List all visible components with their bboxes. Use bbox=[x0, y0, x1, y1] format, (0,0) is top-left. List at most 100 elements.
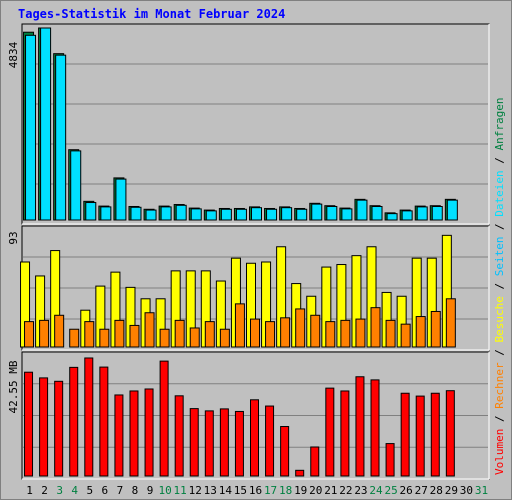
x-tick-label: 18 bbox=[279, 484, 292, 497]
dateien-bar bbox=[190, 208, 202, 221]
volumen-bar bbox=[355, 376, 365, 477]
rechner-bar bbox=[430, 310, 441, 348]
legend-entry: / bbox=[493, 283, 506, 296]
volumen-bar bbox=[114, 394, 124, 477]
x-tick-label: 11 bbox=[174, 484, 187, 497]
volumen-bar bbox=[159, 360, 169, 477]
volumen-bar bbox=[430, 392, 440, 477]
y-axis-max-label: 93 bbox=[7, 231, 20, 244]
dateien-bar bbox=[281, 207, 293, 221]
x-tick-label: 15 bbox=[234, 484, 247, 497]
rechner-bar bbox=[54, 314, 65, 348]
legend-entry: Volumen bbox=[493, 429, 506, 475]
dateien-bar bbox=[55, 54, 67, 221]
rechner-bar bbox=[69, 328, 80, 348]
rechner-bar bbox=[445, 298, 456, 348]
dateien-bar bbox=[25, 34, 37, 221]
dateien-bar bbox=[175, 204, 187, 221]
x-tick-label: 31 bbox=[475, 484, 488, 497]
x-tick-label: 9 bbox=[147, 484, 154, 497]
dateien-bar bbox=[115, 178, 127, 221]
rechner-bar bbox=[355, 318, 366, 348]
rechner-bar bbox=[385, 319, 396, 348]
dateien-bar bbox=[100, 206, 112, 221]
page-title: Tages-Statistik im Monat Februar 2024 bbox=[18, 7, 286, 21]
x-tick-label: 27 bbox=[415, 484, 428, 497]
x-tick-label: 13 bbox=[204, 484, 217, 497]
volumen-bar bbox=[219, 408, 229, 477]
x-tick-label: 24 bbox=[369, 484, 383, 497]
dateien-bar bbox=[130, 206, 142, 221]
dateien-bar bbox=[266, 208, 278, 221]
x-tick-label: 29 bbox=[445, 484, 458, 497]
x-tick-label: 5 bbox=[86, 484, 93, 497]
volumen-bar bbox=[385, 443, 395, 477]
rechner-bar bbox=[129, 324, 140, 348]
volumen-bar bbox=[325, 387, 335, 477]
dateien-bar bbox=[160, 206, 172, 221]
x-tick-label: 3 bbox=[56, 484, 63, 497]
rechner-bar bbox=[415, 316, 426, 348]
volumen-bar bbox=[250, 399, 259, 477]
rechner-bar bbox=[325, 321, 336, 348]
x-tick-label: 10 bbox=[158, 484, 171, 497]
rechner-bar bbox=[340, 319, 351, 348]
dateien-bar bbox=[145, 209, 157, 221]
dateien-bar bbox=[431, 205, 443, 221]
x-tick-label: 20 bbox=[309, 484, 322, 497]
x-tick-label: 30 bbox=[460, 484, 473, 497]
volumen-bar bbox=[204, 410, 214, 477]
x-tick-label: 6 bbox=[102, 484, 109, 497]
legend-entry: Rechner bbox=[493, 362, 506, 415]
volumen-bar bbox=[295, 469, 305, 477]
volumen-bar bbox=[265, 405, 275, 477]
legend-entry: Dateien bbox=[493, 170, 506, 223]
legend-entry: Anfragen bbox=[493, 97, 506, 157]
x-tick-label: 14 bbox=[219, 484, 233, 497]
x-tick-label: 16 bbox=[249, 484, 262, 497]
rechner-bar bbox=[234, 303, 245, 348]
rechner-bar bbox=[159, 328, 170, 348]
rechner-bar bbox=[370, 307, 381, 348]
volumen-bar bbox=[445, 390, 455, 477]
rechner-bar bbox=[84, 321, 95, 348]
x-tick-label: 17 bbox=[264, 484, 277, 497]
x-tick-label: 7 bbox=[117, 484, 124, 497]
x-tick-label: 28 bbox=[430, 484, 443, 497]
dateien-bar bbox=[446, 199, 458, 221]
rechner-bar bbox=[99, 328, 110, 348]
dateien-bar bbox=[296, 208, 308, 221]
rechner-bar bbox=[174, 319, 185, 348]
legend-entry: Seiten bbox=[493, 237, 506, 283]
volumen-bar bbox=[69, 366, 79, 477]
volumen-bar bbox=[144, 388, 154, 477]
rechner-bar bbox=[189, 327, 200, 348]
y-axis-max-label: 42.55 MB bbox=[7, 360, 20, 413]
dateien-bar bbox=[386, 213, 398, 221]
legend-entry: / bbox=[493, 157, 506, 170]
volumen-bar bbox=[189, 408, 199, 477]
volumen-bar bbox=[54, 380, 64, 477]
rechner-bar bbox=[265, 321, 276, 348]
dateien-bar bbox=[341, 208, 353, 221]
dateien-bar bbox=[401, 210, 413, 221]
x-tick-label: 23 bbox=[354, 484, 367, 497]
x-tick-label: 25 bbox=[384, 484, 397, 497]
dateien-bar bbox=[311, 203, 323, 221]
dateien-bar bbox=[205, 210, 217, 221]
legend-entry: / bbox=[493, 349, 506, 362]
plot-panel-1 bbox=[21, 23, 490, 225]
volumen-bar bbox=[39, 377, 49, 477]
dateien-bar bbox=[371, 205, 383, 221]
x-tick-label: 19 bbox=[294, 484, 307, 497]
volumen-bar bbox=[400, 392, 410, 477]
volumen-bar bbox=[310, 446, 320, 477]
rechner-bar bbox=[114, 319, 125, 348]
volumen-bar bbox=[174, 395, 184, 477]
x-tick-label: 2 bbox=[41, 484, 48, 497]
rechner-bar bbox=[219, 328, 230, 348]
x-tick-label: 4 bbox=[71, 484, 78, 497]
dateien-bar bbox=[251, 207, 262, 221]
volumen-bar bbox=[370, 379, 380, 477]
